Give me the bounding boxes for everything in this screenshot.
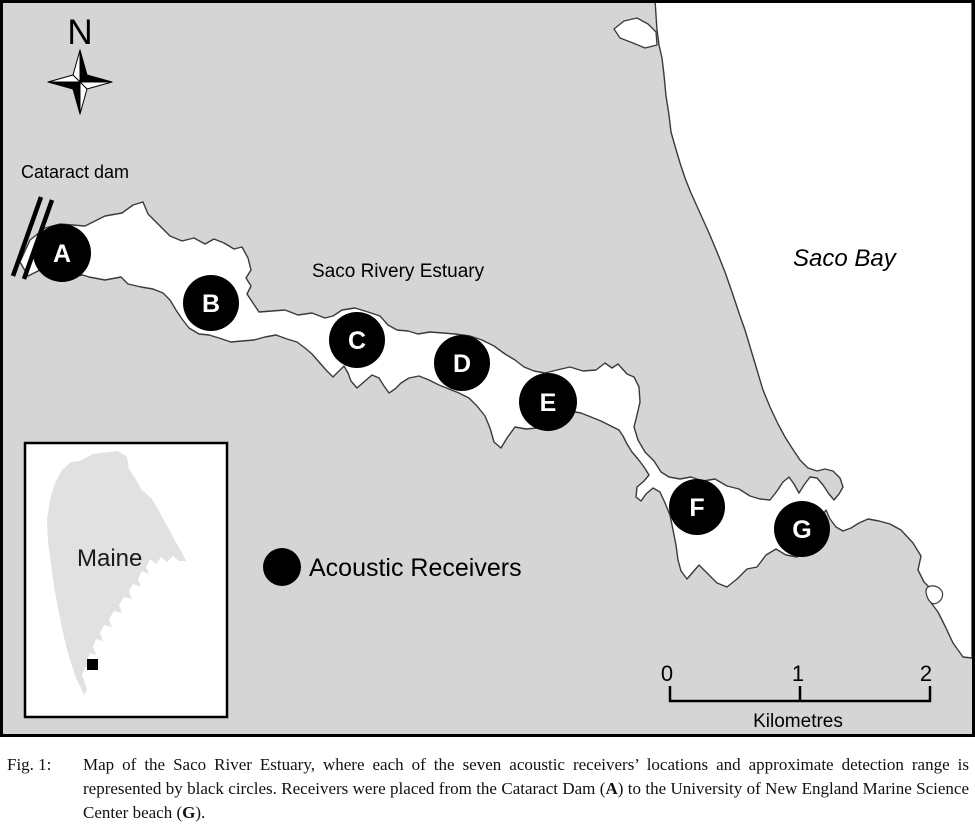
svg-text:A: A: [53, 240, 71, 268]
receiver-g: G: [774, 501, 830, 557]
se-lagoon-water: [925, 585, 944, 605]
study-site-marker: [87, 659, 98, 670]
svg-text:E: E: [540, 389, 557, 417]
scale-bar: 0 1 2 Kilometres: [661, 661, 932, 732]
svg-text:B: B: [202, 290, 220, 318]
caption-receiver-a-ref: A: [605, 779, 618, 798]
maine-state-shape: [47, 451, 186, 695]
cataract-dam-label: Cataract dam: [21, 162, 129, 182]
north-label: N: [67, 13, 92, 52]
coastal-pond-water: [613, 17, 658, 49]
maine-inset: Maine: [23, 441, 229, 719]
caption-receiver-g-ref: G: [182, 803, 196, 822]
maine-label: Maine: [77, 545, 142, 572]
legend: Acoustic Receivers: [263, 548, 522, 586]
legend-label: Acoustic Receivers: [309, 554, 522, 582]
figure-caption: Fig. 1: Map of the Saco River Estuary, w…: [7, 753, 969, 825]
svg-text:G: G: [792, 516, 811, 544]
estuary-label: Saco Rivery Estuary: [312, 261, 485, 282]
scale-tick-1: 1: [792, 661, 804, 686]
receiver-d: D: [434, 335, 490, 391]
receiver-a: A: [33, 224, 91, 282]
svg-text:C: C: [348, 327, 366, 355]
svg-text:F: F: [689, 494, 704, 522]
caption-label: Fig. 1:: [7, 755, 52, 774]
receiver-c: C: [329, 312, 385, 368]
receiver-b: B: [183, 275, 239, 331]
svg-text:D: D: [453, 350, 471, 378]
map-border: [0, 0, 975, 737]
scale-unit-label: Kilometres: [753, 711, 843, 732]
legend-receiver-icon: [263, 548, 301, 586]
scale-tick-0: 0: [661, 661, 673, 686]
compass-rose-icon: [47, 49, 113, 115]
estuary-map: N Cataract dam Saco Rivery Estuary Saco …: [0, 0, 975, 737]
scale-tick-2: 2: [920, 661, 932, 686]
caption-text: Map of the Saco River Estuary, where eac…: [83, 753, 969, 825]
receiver-f: F: [669, 479, 725, 535]
receivers: A B C D E F G: [33, 224, 830, 557]
caption-part-2: ) to the University of New England Marin…: [83, 779, 969, 822]
caption-part-1: Map of the Saco River Estuary, where eac…: [83, 755, 969, 798]
receiver-e: E: [519, 373, 577, 431]
scale-bar-line: [668, 686, 932, 703]
caption-part-3: ).: [195, 803, 206, 822]
saco-bay-label: Saco Bay: [793, 245, 898, 272]
